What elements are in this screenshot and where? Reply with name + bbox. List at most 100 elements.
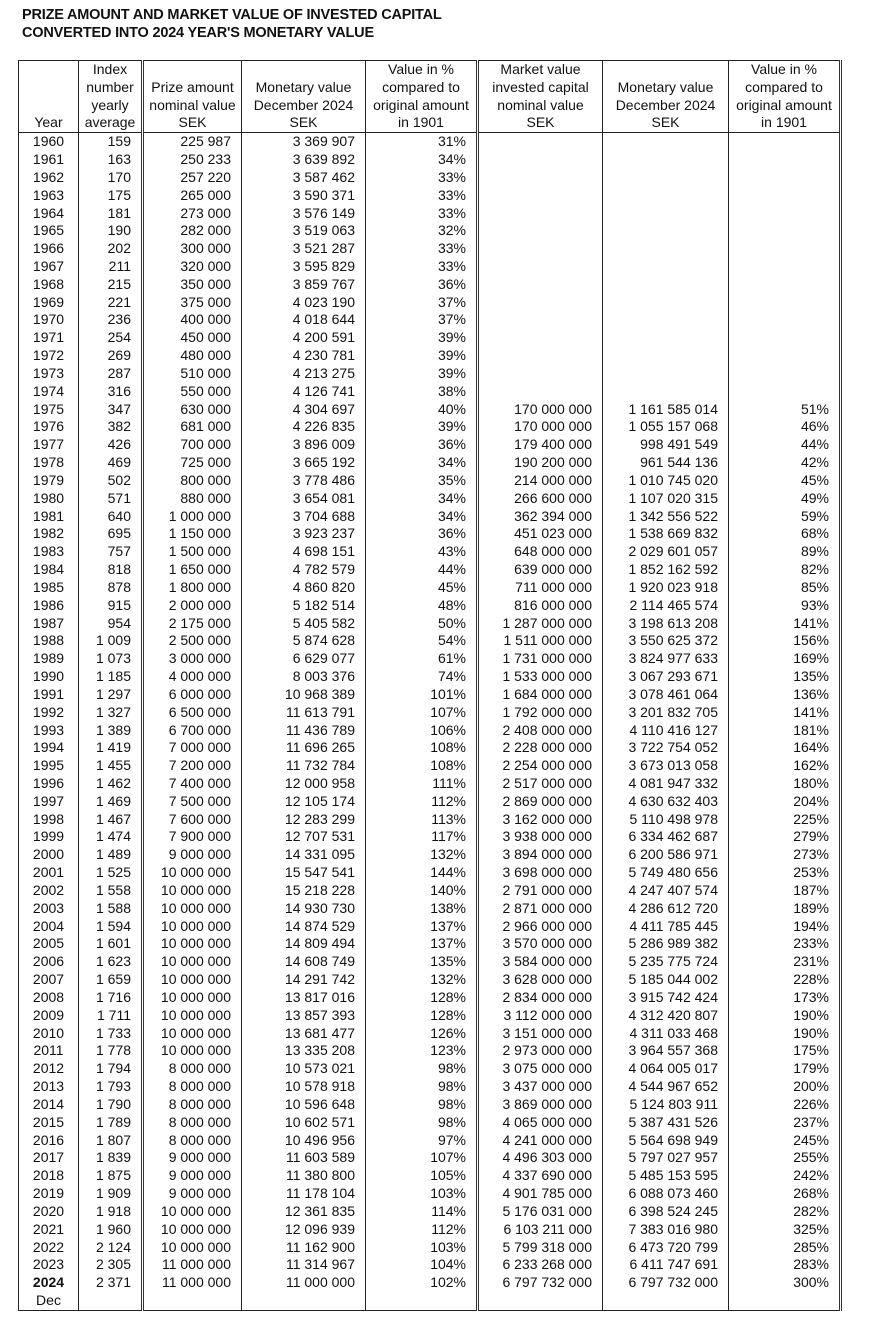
cell-market-monetary-2024: 1 161 585 014 xyxy=(602,400,729,419)
cell-prize-monetary-2024: 10 573 021 xyxy=(241,1060,366,1079)
cell-market-pct-1901: 51% xyxy=(728,400,842,419)
cell-prize-nominal: 630 000 xyxy=(141,400,242,419)
cell-market-value-nominal xyxy=(476,347,603,365)
cell-year: 2007 xyxy=(18,971,79,989)
cell-market-monetary-2024: 3 067 293 671 xyxy=(602,668,729,686)
header-line: nominal value xyxy=(149,96,236,113)
cell-market-monetary-2024: 1 107 020 315 xyxy=(602,489,729,508)
header-line: Monetary value xyxy=(617,78,714,95)
table-row: 1974 316 550 000 4 126 741 38% xyxy=(18,382,842,401)
cell-prize-monetary-2024: 14 930 730 xyxy=(241,899,366,918)
cell-market-value-nominal xyxy=(476,364,603,383)
table-row: Dec xyxy=(18,1292,842,1311)
table-row: 1975 347 630 000 4 304 697 40% 170 000 000 1 1… xyxy=(18,400,842,419)
cell-market-value-nominal: 3 869 000 000 xyxy=(476,1095,603,1114)
table-row: 2008 1 716 10 000 000 13 817 016 128% 2 834 0… xyxy=(18,988,842,1007)
cell-market-monetary-2024: 5 564 698 949 xyxy=(602,1131,729,1150)
table-row: 1969 221 375 000 4 023 190 37% xyxy=(18,293,842,312)
cell-market-pct-1901 xyxy=(728,204,842,223)
cell-prize-monetary-2024 xyxy=(241,1292,366,1311)
cell-prize-pct-1901: 105% xyxy=(365,1167,478,1186)
cell-prize-nominal: 10 000 000 xyxy=(141,1238,242,1257)
header-line: in 1901 xyxy=(761,114,807,131)
cell-market-value-nominal: 1 533 000 000 xyxy=(476,668,603,686)
cell-market-pct-1901: 283% xyxy=(728,1256,842,1275)
cell-market-monetary-2024: 2 114 465 574 xyxy=(602,596,729,615)
cell-prize-nominal: 1 800 000 xyxy=(141,578,242,597)
table-row: 2000 1 489 9 000 000 14 331 095 132% 3 894 00… xyxy=(18,846,842,865)
header-prize-pct-1901: Value in % compared to original amount in 1… xyxy=(365,59,478,134)
table-row: 1994 1 419 7 000 000 11 696 265 108% 2 228 00… xyxy=(18,739,842,758)
cell-year: 1972 xyxy=(18,347,79,365)
cell-prize-nominal: 1 650 000 xyxy=(141,561,242,579)
cell-index-number: 215 xyxy=(78,275,143,294)
cell-prize-nominal: 265 000 xyxy=(141,186,242,205)
cell-prize-monetary-2024: 3 665 192 xyxy=(241,454,366,472)
cell-year: 1962 xyxy=(18,168,79,187)
cell-prize-monetary-2024: 12 707 531 xyxy=(241,828,366,847)
cell-market-monetary-2024: 5 485 153 595 xyxy=(602,1167,729,1186)
cell-market-pct-1901: 268% xyxy=(728,1185,842,1203)
cell-prize-nominal: 11 000 000 xyxy=(141,1256,242,1275)
header-market-pct-1901: Value in % compared to original amount in 1… xyxy=(728,59,842,134)
cell-prize-nominal: 2 175 000 xyxy=(141,614,242,633)
cell-market-pct-1901: 173% xyxy=(728,988,842,1007)
cell-year: 1997 xyxy=(18,792,79,811)
cell-year: 1985 xyxy=(18,578,79,597)
cell-market-pct-1901: 245% xyxy=(728,1131,842,1150)
cell-index-number: 818 xyxy=(78,561,143,579)
cell-market-pct-1901: 156% xyxy=(728,632,842,651)
cell-market-value-nominal: 3 894 000 000 xyxy=(476,846,603,865)
table-row: 1980 571 880 000 3 654 081 34% 266 600 000 1 1… xyxy=(18,489,842,508)
cell-market-pct-1901: 225% xyxy=(728,810,842,829)
table-row: 2024 2 371 11 000 000 11 000 000 102% 6 797 7… xyxy=(18,1274,842,1293)
cell-prize-pct-1901: 103% xyxy=(365,1185,478,1203)
cell-prize-nominal: 10 000 000 xyxy=(141,971,242,989)
cell-market-value-nominal: 648 000 000 xyxy=(476,543,603,562)
cell-prize-monetary-2024: 4 226 835 xyxy=(241,418,366,437)
cell-market-value-nominal: 2 834 000 000 xyxy=(476,988,603,1007)
cell-prize-nominal: 7 200 000 xyxy=(141,757,242,775)
cell-market-monetary-2024: 1 920 023 918 xyxy=(602,578,729,597)
cell-index-number: 211 xyxy=(78,257,143,276)
cell-year: 2014 xyxy=(18,1095,79,1114)
cell-year: 1969 xyxy=(18,293,79,312)
table-row: 1960 159 225 987 3 369 907 31% xyxy=(18,132,842,152)
cell-market-pct-1901 xyxy=(728,275,842,294)
cell-prize-pct-1901: 48% xyxy=(365,596,478,615)
cell-index-number: 347 xyxy=(78,400,143,419)
cell-year: 1960 xyxy=(18,132,79,152)
table-row: 1998 1 467 7 600 000 12 283 299 113% 3 162 00… xyxy=(18,810,842,829)
cell-market-value-nominal: 2 791 000 000 xyxy=(476,881,603,900)
cell-market-pct-1901: 135% xyxy=(728,668,842,686)
document-title: PRIZE AMOUNT AND MARKET VALUE OF INVESTE… xyxy=(22,6,442,42)
cell-market-value-nominal: 451 023 000 xyxy=(476,525,603,544)
cell-market-monetary-2024: 5 387 431 526 xyxy=(602,1113,729,1132)
cell-index-number: 159 xyxy=(78,132,143,152)
cell-prize-monetary-2024: 14 874 529 xyxy=(241,917,366,936)
cell-market-monetary-2024 xyxy=(602,364,729,383)
cell-market-value-nominal: 5 176 031 000 xyxy=(476,1202,603,1221)
cell-prize-pct-1901: 34% xyxy=(365,489,478,508)
cell-prize-pct-1901: 140% xyxy=(365,881,478,900)
cell-market-pct-1901 xyxy=(728,1292,842,1311)
table-row: 2007 1 659 10 000 000 14 291 742 132% 3 628 0… xyxy=(18,971,842,989)
cell-prize-pct-1901: 36% xyxy=(365,436,478,455)
cell-index-number: 1 474 xyxy=(78,828,143,847)
cell-market-value-nominal: 3 938 000 000 xyxy=(476,828,603,847)
cell-year: 2017 xyxy=(18,1149,79,1168)
cell-year: 1979 xyxy=(18,471,79,490)
cell-index-number: 695 xyxy=(78,525,143,544)
cell-prize-monetary-2024: 12 105 174 xyxy=(241,792,366,811)
cell-index-number: 316 xyxy=(78,382,143,401)
cell-market-monetary-2024: 3 964 557 368 xyxy=(602,1042,729,1061)
cell-market-value-nominal xyxy=(476,222,603,241)
cell-year: 1965 xyxy=(18,222,79,241)
cell-prize-monetary-2024: 12 000 958 xyxy=(241,775,366,793)
table-row: 2009 1 711 10 000 000 13 857 393 128% 3 112 0… xyxy=(18,1006,842,1025)
cell-year: 2001 xyxy=(18,864,79,882)
header-line: compared to xyxy=(382,78,460,95)
prize-value-table: Year Index number yearly average Prize amount… xyxy=(18,59,842,1311)
cell-market-pct-1901: 204% xyxy=(728,792,842,811)
cell-prize-nominal: 800 000 xyxy=(141,471,242,490)
